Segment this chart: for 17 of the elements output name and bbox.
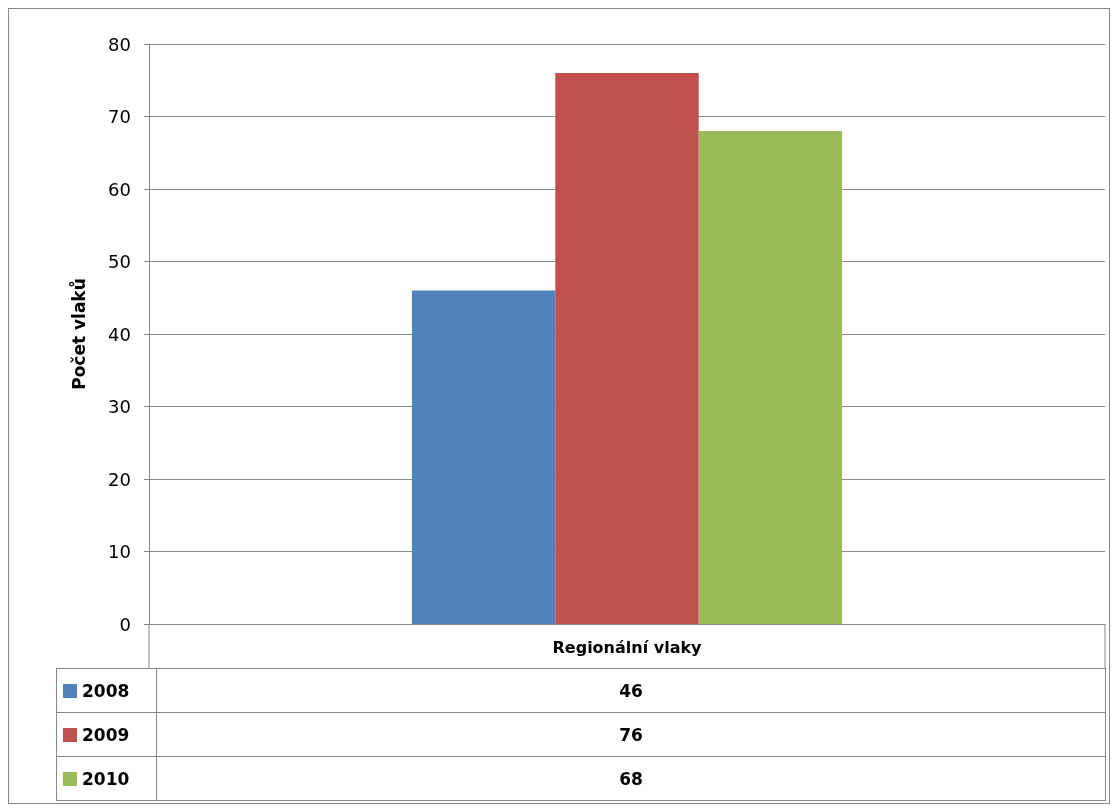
- legend-label: 2010: [56, 756, 157, 801]
- x-tick-label: Regionální vlaky: [552, 637, 703, 657]
- y-tick-label: 50: [108, 251, 131, 272]
- y-tick-label: 10: [108, 541, 131, 562]
- y-axis-title: Počet vlaků: [67, 278, 89, 390]
- y-tick-label: 80: [108, 33, 131, 55]
- y-tick-label: 20: [108, 468, 131, 490]
- text: 68: [156, 756, 1106, 801]
- legend-label: 2009: [56, 712, 157, 757]
- y-tick-label: 30: [108, 396, 131, 417]
- y-tick-label: 40: [108, 323, 131, 345]
- text: 76: [156, 712, 1106, 757]
- legend-label: 2008: [56, 668, 157, 713]
- y-tick-label: 70: [108, 106, 131, 127]
- y-tick-label: 0: [119, 613, 131, 635]
- y-tick-label: 60: [108, 178, 131, 200]
- text: 46: [156, 668, 1106, 713]
